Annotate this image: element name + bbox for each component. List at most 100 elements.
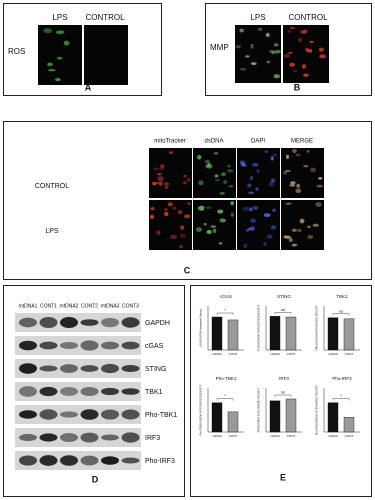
cell xyxy=(287,30,292,34)
cell xyxy=(268,181,275,187)
cell xyxy=(219,218,226,223)
protein-label: Pho-IRF3 xyxy=(145,458,175,465)
x-tick-label: mtDNA xyxy=(212,434,222,438)
cell xyxy=(172,206,177,210)
cell xyxy=(316,184,324,188)
band xyxy=(60,341,78,350)
bar xyxy=(327,402,339,433)
cell xyxy=(270,225,276,230)
y-axis-label: Pho-IRF3/GAPDH INTEGRATED DENSITY xyxy=(315,385,319,436)
significance: ns xyxy=(281,307,285,312)
cell xyxy=(239,67,247,71)
cell xyxy=(187,202,191,205)
x-tick-label: CONT xyxy=(345,352,354,356)
cell xyxy=(292,148,297,154)
cell xyxy=(47,62,53,67)
cell xyxy=(256,169,260,174)
band xyxy=(121,365,140,372)
y-axis-label: cGAS/GAPDH Integrated Density xyxy=(199,308,203,347)
cell xyxy=(291,243,297,247)
cell xyxy=(306,150,310,153)
cell xyxy=(197,206,205,211)
band xyxy=(121,341,140,350)
y-axis-label: STING/GAPDH INTEGRATED DENSITY xyxy=(257,304,261,351)
chart-title: cGAS xyxy=(220,294,232,299)
micrograph xyxy=(149,200,192,250)
x-tick-label: CONT xyxy=(229,352,238,356)
x-tick-label: mtDNA xyxy=(212,352,222,356)
band xyxy=(39,365,58,372)
cell xyxy=(272,153,278,157)
cell xyxy=(249,208,253,212)
bar xyxy=(227,411,239,433)
cell xyxy=(272,208,276,213)
cell xyxy=(160,164,165,169)
panel-d-frame xyxy=(3,285,185,497)
cell xyxy=(252,163,259,167)
column-label: LPS xyxy=(52,13,67,22)
band xyxy=(101,456,119,465)
cell xyxy=(239,160,245,165)
band xyxy=(19,455,37,466)
protein-label: GAPDH xyxy=(145,320,170,327)
cell xyxy=(156,230,161,235)
lane-label: mtDNA1 xyxy=(19,303,38,309)
lane-label: CONT1 xyxy=(40,303,57,309)
cell xyxy=(168,151,174,154)
cell xyxy=(180,233,186,238)
cell xyxy=(196,154,202,160)
bar xyxy=(227,319,239,351)
cell xyxy=(223,180,228,185)
band xyxy=(121,432,140,443)
cell xyxy=(243,243,248,249)
column-label: LPS xyxy=(250,13,265,22)
x-tick-label: mtDNA xyxy=(328,434,338,438)
lane-label: CONT2 xyxy=(81,303,98,309)
band xyxy=(60,364,78,373)
y-axis-label: Pho-TBK1/GAPDH INTEGRATED DENSITY xyxy=(199,384,203,435)
band xyxy=(60,411,78,418)
bar xyxy=(269,400,281,433)
lane-label: mtDNA3 xyxy=(101,303,120,309)
cell xyxy=(55,30,65,35)
cell xyxy=(235,45,241,49)
cell xyxy=(271,50,276,55)
cell xyxy=(158,181,163,186)
cell xyxy=(295,153,301,157)
cell xyxy=(263,213,271,218)
bar xyxy=(269,316,281,351)
cell xyxy=(303,73,309,77)
significance-bracket xyxy=(332,398,350,401)
cell xyxy=(252,206,259,211)
cell xyxy=(307,49,313,53)
cell xyxy=(291,229,296,232)
y-axis-label: IRF3/GAPDH INTEGRATED DENSITY xyxy=(257,387,261,432)
panel-label: A xyxy=(85,82,92,92)
cell xyxy=(183,181,187,185)
cell xyxy=(183,174,187,178)
cell xyxy=(299,218,305,224)
cell xyxy=(217,209,224,214)
band xyxy=(39,409,58,420)
cell xyxy=(206,229,212,235)
cell xyxy=(179,244,183,249)
cell xyxy=(258,27,263,31)
cell xyxy=(288,51,293,54)
cell xyxy=(297,228,302,233)
panel-a-frame xyxy=(3,3,162,96)
band xyxy=(101,434,119,441)
column-label: dsDNA xyxy=(204,139,223,145)
micrograph xyxy=(38,25,82,85)
bar xyxy=(343,417,355,433)
cell xyxy=(183,214,191,219)
cell xyxy=(319,54,327,59)
blot-strip xyxy=(15,382,141,401)
cell xyxy=(296,183,301,188)
cell xyxy=(63,40,70,46)
cell xyxy=(312,223,319,227)
chart-title: Pho-TBK1 xyxy=(216,376,237,381)
cell xyxy=(289,26,296,30)
cell xyxy=(153,182,160,185)
cell xyxy=(265,32,270,38)
protein-label: TBK1 xyxy=(145,389,163,396)
